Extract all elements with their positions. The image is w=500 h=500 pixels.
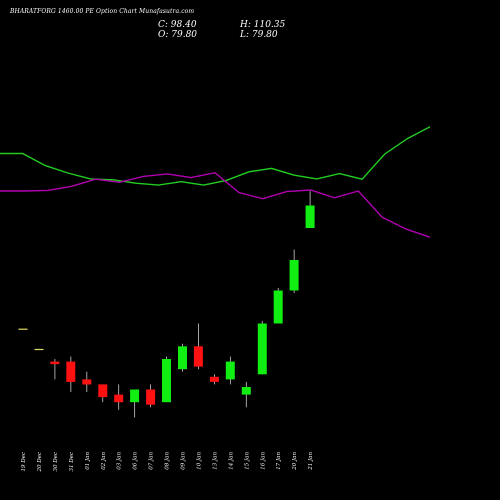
indicator-line-2 xyxy=(0,171,431,238)
candle-body xyxy=(209,376,219,382)
candle-body xyxy=(178,346,187,370)
candle-body xyxy=(82,379,92,385)
low-value: L: 79.80 xyxy=(240,30,278,40)
x-tick-label: 30 Dec xyxy=(53,452,59,472)
x-tick-label: 14 Jan xyxy=(228,452,234,470)
candle-body xyxy=(273,290,283,324)
close-value: C: 98.40 xyxy=(158,20,197,30)
candle-body xyxy=(225,361,235,380)
x-tick-label: 31 Dec xyxy=(69,452,75,472)
x-tick-label: 08 Jan xyxy=(165,452,171,470)
candle-body xyxy=(66,361,76,382)
candle-body xyxy=(146,389,156,405)
candle-body xyxy=(50,361,60,365)
high-value: H: 110.35 xyxy=(240,20,286,30)
candle-body xyxy=(130,389,140,403)
x-tick-label: 20 Dec xyxy=(37,452,43,473)
x-tick-label: 03 Jan xyxy=(117,452,123,470)
chart-title: BHARATFORG 1460.00 PE Option Chart Munaf… xyxy=(10,8,195,15)
x-tick-label: 10 Jan xyxy=(196,452,202,470)
x-tick-label: 20 Jan xyxy=(292,452,298,471)
x-tick-label: 09 Jan xyxy=(181,452,187,470)
open-value: O: 79.80 xyxy=(158,30,198,40)
candle-body xyxy=(241,387,251,395)
x-tick-label: 07 Jan xyxy=(149,452,155,470)
candle-body xyxy=(305,205,315,228)
candle-body xyxy=(98,384,108,398)
x-tick-label: 13 Jan xyxy=(212,452,218,470)
candle-body xyxy=(18,328,28,330)
candle-body xyxy=(162,359,171,403)
x-tick-label: 01 Jan xyxy=(85,452,91,470)
x-tick-label: 15 Jan xyxy=(244,452,250,470)
candle-body xyxy=(257,323,267,375)
x-tick-label: 21 Jan xyxy=(308,452,314,471)
x-tick-label: 06 Jan xyxy=(133,452,139,470)
indicator-line-1 xyxy=(0,126,431,186)
candle-body xyxy=(193,346,203,367)
candle-body xyxy=(34,348,44,351)
x-tick-label: 17 Jan xyxy=(276,452,282,470)
x-tick-label: 02 Jan xyxy=(101,452,107,470)
x-tick-label: 19 Dec xyxy=(21,452,27,472)
candle-body xyxy=(289,260,299,291)
x-tick-label: 16 Jan xyxy=(260,452,266,470)
candle-body xyxy=(114,394,124,403)
